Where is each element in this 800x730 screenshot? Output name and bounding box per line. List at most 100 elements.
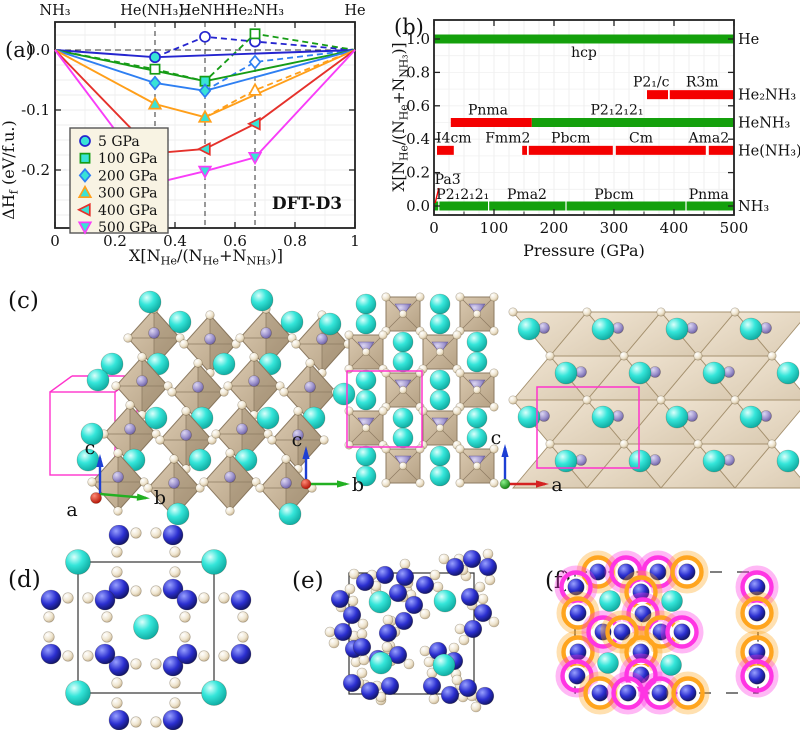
y-tick-label: 0.6 (406, 97, 430, 115)
nitrogen-atom (394, 611, 414, 631)
helium-atom (661, 590, 683, 612)
nitrogen-atom (333, 622, 353, 642)
hydrogen-atom (455, 292, 465, 302)
hydrogen-atom (582, 307, 592, 317)
helium-atom (201, 680, 227, 706)
nitrogen-atom (634, 605, 652, 623)
helium-atom (256, 406, 280, 430)
row-compound-label: He (738, 32, 759, 48)
hydrogen-atom (428, 693, 440, 705)
helium-atom (466, 351, 488, 373)
nitrogen-atom (378, 623, 398, 643)
hydrogen-atom (448, 642, 460, 654)
hydrogen-atom (381, 478, 391, 488)
hydrogen-atom (415, 368, 425, 378)
hydrogen-atom (489, 326, 499, 336)
panel-letter-a: (a) (5, 38, 34, 62)
hydrogen-atom (150, 658, 162, 670)
nitrogen-atom (415, 575, 435, 595)
panel-d-structure: (d) (8, 525, 252, 730)
hydrogen-atom (137, 352, 147, 362)
hydrogen-atom (348, 568, 360, 580)
hydrogen-atom (455, 478, 465, 488)
phase-bar-R3m (669, 90, 734, 100)
octahedron (167, 358, 229, 426)
phase-bar-Cm (615, 145, 706, 155)
phase-label: Cm (629, 130, 653, 146)
hydrogen-atom (169, 697, 181, 709)
y-tick-label: 0.8 (406, 63, 430, 81)
axis-label-c: c (491, 427, 502, 449)
hydrogen-atom (454, 623, 466, 635)
helium-atom (278, 502, 302, 525)
nitrogen-atom (316, 333, 328, 345)
nitrogen-atom (236, 423, 248, 435)
nitrogen-atom (462, 549, 482, 569)
nitrogen-atom (342, 605, 362, 625)
hydrogen-atom (235, 333, 245, 343)
hydrogen-atom (218, 592, 230, 604)
hydrogen-atom (167, 387, 177, 397)
orange-ring-atom (665, 550, 709, 594)
axis-label-b: b (154, 487, 166, 509)
helium-atom (665, 317, 689, 341)
nitrogen-atom (360, 681, 380, 701)
hydrogen-atom (470, 701, 482, 713)
y-tick-label: 0.0 (26, 41, 50, 59)
polyhedron-square (381, 368, 425, 412)
helium-atom (591, 317, 615, 341)
data-point-triangle-up (247, 82, 263, 96)
nitrogen-atom (435, 423, 445, 433)
helium-atom (466, 331, 488, 353)
helium-atom (392, 427, 414, 449)
row-compound-label: NH₃ (738, 199, 769, 215)
top-axis-composition-label: NH₃ (39, 3, 70, 19)
helium-atom (660, 654, 682, 676)
phase-bars (434, 34, 734, 211)
hydrogen-atom (179, 631, 191, 643)
helium-atom (776, 361, 800, 385)
x-tick-label: 0.2 (103, 232, 127, 250)
nitrogen-atom (748, 604, 766, 622)
hydrogen-atom (211, 429, 221, 439)
hydrogen-atom (458, 634, 470, 646)
x-tick-label: 500 (720, 219, 749, 237)
hydrogen-atom (255, 483, 265, 493)
helium-atom (392, 407, 414, 429)
nitrogen-atom (388, 583, 408, 603)
unit-cell-outline (536, 386, 640, 469)
octahedron (111, 352, 173, 420)
hydrogen-atom (344, 364, 354, 374)
hydrogen-atom (169, 454, 179, 464)
series-solid-300 GPa (54, 49, 356, 119)
nitrogen-atom (112, 471, 124, 483)
nitrogen-atom (230, 589, 252, 611)
series-dashed-200 GPa (204, 49, 356, 92)
x-tick-label: 0.8 (283, 232, 307, 250)
data-point-diamond (148, 75, 162, 91)
hydrogen-atom (767, 351, 777, 361)
hydrogen-atom (218, 650, 230, 662)
data-point-triangle-down (247, 151, 263, 166)
helium-atom (517, 405, 541, 429)
helium-atom (776, 449, 800, 473)
hydrogen-atom (418, 406, 428, 416)
helium-atom (599, 590, 621, 612)
axis-label-a: a (66, 499, 77, 521)
nitrogen-atom (380, 676, 400, 696)
nitrogen-atom (342, 673, 362, 693)
hydrogen-atom (693, 351, 703, 361)
axes (433, 19, 735, 216)
helium-atom (429, 369, 451, 391)
nitrogen-atom (224, 471, 236, 483)
y-tick-label: -0.2 (21, 161, 50, 179)
data-point-diamond (78, 167, 92, 183)
nitrogen-atom (304, 381, 316, 393)
series-dashed-5 GPa (154, 35, 356, 59)
polyhedron-square (455, 444, 499, 488)
nitrogen-atom (162, 525, 184, 546)
panel-letter-e: (e) (292, 568, 324, 594)
n4-ring-motif (108, 655, 184, 730)
helium-atom (429, 313, 451, 335)
hydrogen-atom (344, 583, 356, 595)
